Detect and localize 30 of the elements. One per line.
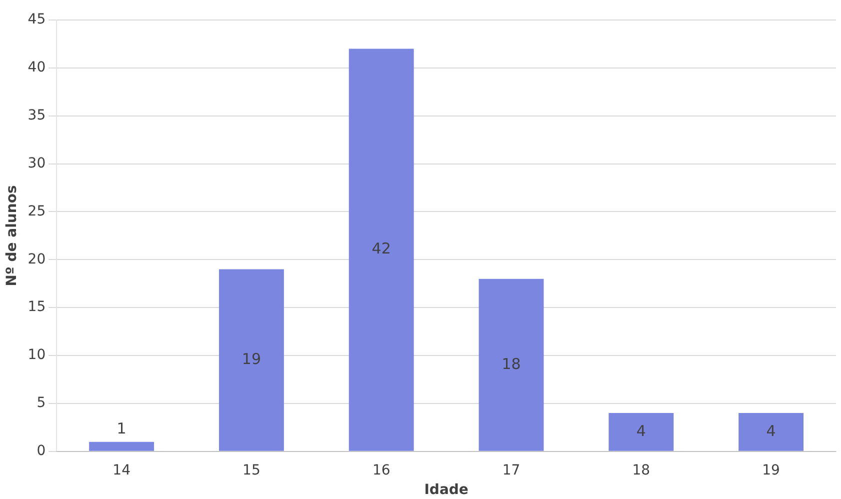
x-tick-label: 16 [372,462,390,478]
data-label: 4 [636,422,646,440]
x-axis-title: Idade [424,482,468,498]
data-label: 1 [116,420,126,438]
y-tick-label: 0 [36,443,46,460]
x-tick-label: 18 [632,462,650,478]
x-tick-label: 19 [762,462,780,478]
bar [218,269,284,451]
data-label: 4 [766,422,776,440]
y-tick-label: 25 [28,203,46,220]
y-tick-label: 35 [28,108,46,124]
bar [89,442,154,451]
x-tick-label: 17 [502,462,520,478]
y-tick-label: 5 [36,395,46,412]
y-tick-label: 45 [28,12,46,28]
bar [478,278,544,451]
x-tick-label: 15 [242,462,260,478]
bar [348,48,414,451]
y-tick-label: 40 [28,60,46,76]
y-tick-label: 10 [28,347,46,364]
data-label: 19 [242,350,262,368]
y-axis-title: Nº de alunos [4,185,20,286]
data-label: 42 [372,240,391,258]
data-label: 18 [502,354,521,373]
bar [608,413,674,451]
y-tick-label: 30 [28,155,46,172]
y-tick-label: 20 [28,251,46,268]
x-tick-label: 14 [112,462,131,478]
y-tick-label: 15 [28,299,46,316]
bar [738,413,804,451]
